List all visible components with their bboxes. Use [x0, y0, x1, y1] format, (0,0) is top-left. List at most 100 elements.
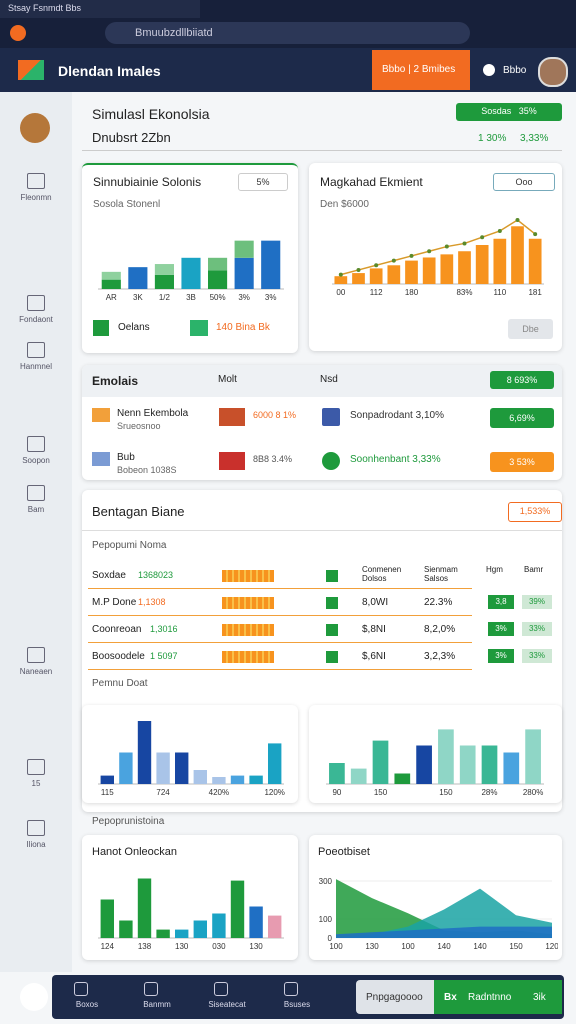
tab-title: Stsay Fsnmdt Bbs — [8, 3, 82, 13]
x-tick-label: 00 — [336, 288, 345, 297]
logo — [18, 60, 44, 80]
row-line — [88, 642, 472, 643]
y-tick-label: 100 — [319, 915, 333, 924]
fab[interactable] — [20, 983, 48, 1011]
row-icon — [92, 408, 110, 422]
x-tick-label: 181 — [528, 288, 542, 297]
section-subtitle: Pepoprunistoina — [92, 816, 165, 827]
nav-icon[interactable] — [214, 982, 228, 996]
card-title: Poeotbiset — [318, 846, 370, 858]
x-tick-label: 3K — [133, 293, 143, 302]
action[interactable] — [434, 980, 562, 1014]
divider — [82, 530, 562, 531]
sidebar-icon[interactable] — [27, 295, 45, 311]
avatar[interactable] — [538, 57, 568, 87]
chart: 124 138 130 030 130 — [98, 878, 284, 951]
row-b1: 3,8 — [488, 595, 514, 609]
address-bar[interactable] — [105, 22, 470, 44]
table-header-cell: Nsd — [320, 374, 338, 385]
row-icon[interactable] — [326, 624, 338, 636]
bar — [193, 770, 207, 784]
card-subtitle: Den $6000 — [320, 199, 369, 210]
x-tick-label: 130 — [249, 942, 263, 951]
table-header-cell: Molt — [218, 374, 237, 385]
x-tick-label: 180 — [405, 288, 419, 297]
bar — [230, 775, 245, 784]
x-tick-label: 140 — [473, 942, 487, 951]
x-tick-label: 3% — [265, 293, 277, 302]
sidebar-icon[interactable] — [27, 173, 45, 189]
point — [409, 253, 414, 258]
profile[interactable] — [20, 113, 50, 143]
x-tick-label: 030 — [212, 942, 226, 951]
sidebar-icon[interactable] — [27, 342, 45, 358]
row-b2: 33% — [522, 622, 552, 636]
bar — [100, 775, 114, 784]
sidebar-icon[interactable] — [27, 647, 45, 663]
bar — [261, 240, 281, 289]
x-tick-label: 83% — [456, 288, 472, 297]
nav-icon[interactable] — [284, 982, 298, 996]
bar — [208, 270, 228, 289]
point — [338, 272, 343, 277]
point — [444, 244, 449, 249]
chart-card — [309, 705, 562, 803]
area — [336, 926, 552, 938]
nav-label: Banmm — [143, 1000, 171, 1009]
row-item: Sonpadrodant 3,10% — [350, 410, 444, 421]
point — [356, 267, 361, 272]
row-metric: 1,1308 — [138, 597, 166, 607]
bar — [438, 729, 454, 784]
row-v2: 22.3% — [424, 597, 453, 608]
toggle[interactable] — [483, 64, 495, 76]
header-button[interactable] — [372, 50, 470, 90]
action-label: Radntnno — [468, 992, 512, 1003]
card-badge[interactable]: 5% — [238, 173, 288, 191]
sidebar-icon[interactable] — [27, 759, 45, 775]
row-icon[interactable] — [326, 597, 338, 609]
row-badge: 3 53% — [490, 452, 554, 472]
bar — [440, 254, 454, 284]
sidebar-label: Fleonmn — [20, 193, 52, 202]
bar — [394, 773, 411, 784]
bar — [212, 913, 226, 938]
bar — [181, 257, 201, 289]
y-tick-label: 0 — [328, 934, 333, 943]
sidebar-label: Bam — [27, 505, 45, 514]
row-name: Soxdae — [92, 570, 126, 581]
page-badge: Sosdas 35% — [456, 103, 562, 121]
row-value: 8B8 3.4% — [253, 454, 293, 464]
row-b2: 33% — [522, 649, 552, 663]
bar — [137, 878, 152, 938]
area — [336, 888, 552, 938]
stat: 1 30% — [478, 133, 507, 144]
row-name: M.P Done — [92, 597, 137, 608]
nav-label: Boxos — [75, 1000, 99, 1009]
row-icon — [322, 452, 340, 470]
nav-icon[interactable] — [74, 982, 88, 996]
x-tick-label: 150 — [509, 942, 523, 951]
section-title: Bentagan Biane — [92, 504, 185, 519]
card-button[interactable]: Ooo — [493, 173, 555, 191]
row-icon[interactable] — [326, 570, 338, 582]
card-button[interactable]: Dbe — [508, 319, 553, 339]
sidebar-icon[interactable] — [27, 820, 45, 836]
bar — [208, 257, 228, 271]
row-v2: 3,2,3% — [424, 651, 456, 662]
page-subtitle: Dnubsrt 2Zbn — [92, 130, 171, 145]
row-icon[interactable] — [326, 651, 338, 663]
row-item: Soonhenbant 3,33% — [350, 454, 441, 465]
row-check — [288, 570, 296, 580]
point — [480, 235, 485, 240]
nav-icon[interactable] — [144, 982, 158, 996]
sidebar-icon[interactable] — [27, 485, 45, 501]
tab[interactable] — [0, 0, 200, 18]
point — [497, 228, 502, 233]
row-line — [88, 615, 472, 616]
search[interactable] — [356, 980, 434, 1014]
bar — [372, 740, 389, 784]
sidebar-icon[interactable] — [27, 436, 45, 452]
row-metric: 1,3016 — [150, 624, 178, 634]
bar — [128, 267, 148, 289]
row-name: Nenn Ekembola — [117, 408, 189, 419]
